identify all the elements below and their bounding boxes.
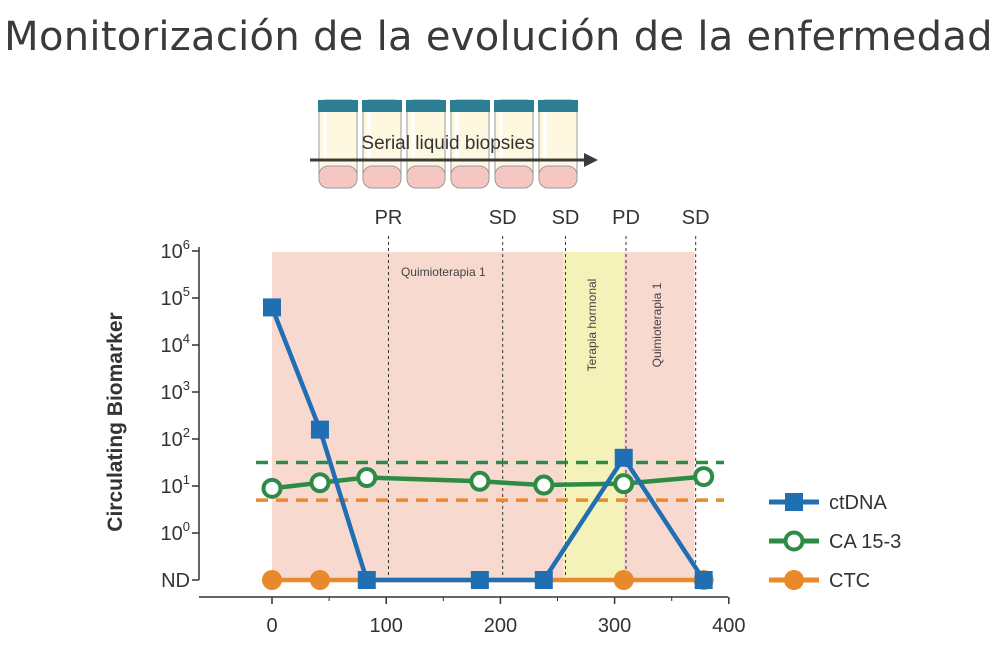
tube-cap bbox=[362, 100, 402, 112]
blood-tube-icon bbox=[538, 99, 578, 189]
event-label: PR bbox=[375, 207, 403, 229]
ca153-point bbox=[261, 477, 283, 499]
legend-marker-ctc bbox=[784, 570, 804, 590]
tube-bottom bbox=[538, 165, 578, 189]
tube-bottom bbox=[318, 165, 358, 189]
band-label: Terapia hormonal bbox=[585, 279, 599, 372]
tube-bottom bbox=[494, 165, 534, 189]
timeline-arrow-head bbox=[584, 153, 598, 167]
tube-cap bbox=[318, 100, 358, 112]
tube-highlight bbox=[367, 112, 371, 162]
treatment-bands: Quimioterapia 1 Terapia hormonal Quimioter… bbox=[272, 252, 695, 582]
biopsy-label: Serial liquid biopsies bbox=[361, 133, 534, 154]
x-tick-label: 100 bbox=[370, 615, 403, 637]
ctc-point bbox=[309, 570, 330, 590]
band-label: Quimioterapia 1 bbox=[401, 265, 486, 279]
legend-marker-ctdna bbox=[785, 493, 803, 511]
tube-cap bbox=[538, 100, 578, 112]
threshold-lines bbox=[256, 460, 724, 502]
ctdna-point bbox=[614, 448, 633, 467]
tube-cap bbox=[406, 100, 446, 112]
y-tick-label: 105 bbox=[161, 284, 190, 310]
y-tick-label: 101 bbox=[161, 472, 190, 498]
band-label: Quimioterapia 1 bbox=[650, 282, 664, 367]
ctdna-point bbox=[534, 571, 553, 589]
y-tick-label: 106 bbox=[161, 237, 190, 263]
tube-bottom bbox=[406, 165, 446, 189]
legend-label-ctc: CTC bbox=[829, 570, 870, 592]
response-event-lines: PR SD SD PD SD bbox=[375, 207, 710, 580]
tube-highlight bbox=[499, 112, 503, 162]
ctdna-point bbox=[470, 571, 489, 589]
tube-highlight bbox=[411, 112, 415, 162]
ctc-point bbox=[613, 570, 634, 590]
treatment-band bbox=[623, 252, 695, 582]
tube-cap bbox=[450, 100, 490, 112]
legend-label-ca153: CA 15-3 bbox=[829, 531, 901, 553]
blood-tube-icon bbox=[362, 99, 402, 189]
page-title: Monitorización de la evolución de la enf… bbox=[4, 14, 993, 60]
y-axis-label: Circulating Biomarker bbox=[104, 312, 127, 531]
ca153-point bbox=[309, 472, 331, 494]
ctdna-point bbox=[694, 571, 713, 589]
legend: ctDNA CA 15-3 CTC bbox=[769, 492, 901, 592]
blood-tube-icon bbox=[450, 99, 490, 189]
x-tick-label: 400 bbox=[712, 615, 745, 637]
x-tick-label: 200 bbox=[484, 615, 517, 637]
y-tick-label: 100 bbox=[161, 519, 190, 545]
ca153-point bbox=[356, 467, 378, 489]
axes: ND 100 101 102 103 104 105 106 0 100 200 300 400 bbox=[161, 237, 746, 637]
treatment-band bbox=[272, 252, 564, 582]
ctdna-point bbox=[263, 298, 281, 317]
ctdna-point bbox=[357, 571, 376, 589]
tube-highlight bbox=[323, 112, 327, 162]
tube-bottom bbox=[362, 165, 402, 189]
y-tick-label: 102 bbox=[161, 425, 190, 451]
tube-bottom bbox=[450, 165, 490, 189]
event-label: SD bbox=[682, 207, 710, 229]
blood-tube-icon bbox=[494, 99, 534, 189]
ctdna-point bbox=[310, 420, 329, 439]
tube-highlight bbox=[455, 112, 459, 162]
legend-marker-ca153 bbox=[783, 530, 805, 552]
blood-tube-icon bbox=[406, 99, 446, 189]
y-tick-label: ND bbox=[161, 570, 190, 592]
blood-tube-icon bbox=[318, 99, 358, 189]
y-tick-label: 103 bbox=[161, 378, 190, 404]
x-tick-label: 300 bbox=[598, 615, 631, 637]
legend-label-ctdna: ctDNA bbox=[829, 492, 887, 514]
ca153-point bbox=[469, 470, 491, 492]
x-tick-label: 0 bbox=[266, 615, 277, 637]
event-label: PD bbox=[612, 207, 640, 229]
tube-cap bbox=[494, 100, 534, 112]
treatment-band bbox=[563, 252, 624, 582]
ca153-point bbox=[533, 474, 555, 496]
ca153-point bbox=[693, 466, 715, 488]
ctc-point bbox=[262, 570, 282, 590]
y-tick-label: 104 bbox=[161, 331, 190, 357]
tube-highlight bbox=[543, 112, 547, 162]
event-label: SD bbox=[489, 207, 517, 229]
data-series bbox=[261, 298, 715, 590]
event-label: SD bbox=[552, 207, 580, 229]
ca153-point bbox=[613, 473, 635, 495]
liquid-biopsy-graphic bbox=[310, 99, 598, 189]
